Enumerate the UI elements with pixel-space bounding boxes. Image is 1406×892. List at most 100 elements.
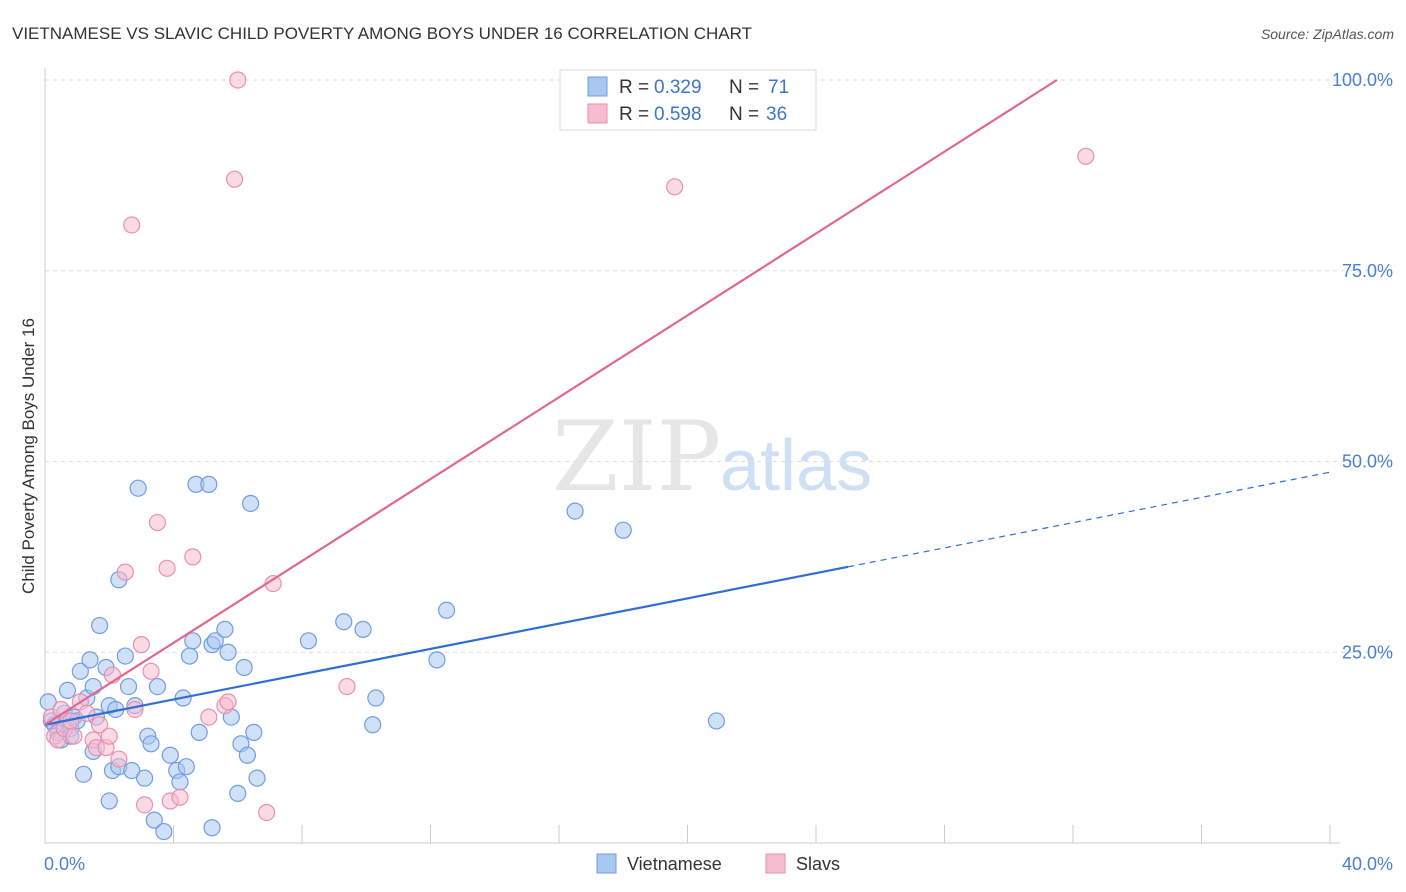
y-tick-label: 75.0% — [1342, 261, 1393, 281]
vietnamese-point — [129, 479, 147, 497]
slavs-point — [666, 178, 684, 196]
vietnamese-n-label: N = — [729, 77, 759, 98]
vietnamese-point — [145, 811, 163, 829]
vietnamese-point — [190, 723, 208, 741]
slavs-point — [258, 803, 276, 822]
x-tick-marks — [44, 825, 1331, 843]
y-tick-label: 100.0% — [1332, 70, 1393, 90]
vietnamese-point — [248, 769, 266, 787]
watermark-atlas: atlas — [720, 426, 872, 506]
slavs-point — [219, 693, 237, 711]
vietnamese-point — [177, 758, 195, 776]
vietnamese-point — [84, 677, 102, 696]
vietnamese-point — [171, 773, 189, 791]
vietnamese-point — [364, 716, 382, 734]
series-legend: Vietnamese Slavs — [596, 853, 840, 874]
vietnamese-point — [437, 601, 456, 619]
slavs-point — [225, 170, 244, 188]
slavs-point — [110, 750, 128, 768]
slavs-point — [184, 548, 202, 566]
slavs-point — [142, 662, 160, 680]
vietnamese-point — [81, 651, 99, 669]
x-tick-label: 40.0% — [1342, 854, 1393, 874]
vietnamese-point — [245, 723, 263, 741]
vietnamese-point — [428, 651, 446, 669]
vietnamese-point — [219, 643, 237, 661]
slavs-point — [200, 708, 218, 726]
vietnamese-n-value: 71 — [768, 77, 789, 98]
vietnamese-point — [116, 647, 134, 665]
vietnamese-point — [184, 632, 202, 650]
vietnamese-point — [203, 819, 221, 837]
vietnamese-r-label: R = — [619, 77, 649, 98]
slavs-n-value: 36 — [766, 104, 787, 125]
vietnamese-point — [71, 662, 89, 680]
vietnamese-point — [148, 677, 167, 696]
grid-layer — [45, 79, 1392, 653]
vietnamese-point — [216, 620, 234, 638]
vietnamese-point — [155, 822, 173, 841]
vietnamese-point — [235, 658, 253, 677]
vietnamese-point — [229, 784, 247, 803]
vietnamese-swatch — [587, 76, 608, 97]
vietnamese-point — [335, 613, 353, 631]
slavs-point — [126, 700, 144, 719]
slavs-point — [171, 788, 189, 806]
points-layer — [39, 71, 1095, 841]
legend-slavs-swatch — [765, 853, 786, 874]
slavs-point — [123, 216, 141, 234]
vietnamese-point — [299, 632, 318, 650]
watermark-zip: ZIP — [552, 401, 721, 513]
vietnamese-trend-line — [44, 565, 849, 726]
vietnamese-r-value: 0.329 — [654, 77, 702, 98]
vietnamese-point — [58, 681, 77, 700]
slavs-trend-line — [44, 79, 1058, 726]
vietnamese-point — [91, 616, 109, 635]
chart-source: Source: ZipAtlas.com — [1261, 26, 1394, 42]
slavs-point — [91, 716, 109, 734]
vietnamese-point — [614, 521, 632, 539]
slavs-point — [135, 796, 154, 814]
vietnamese-point — [242, 494, 260, 513]
vietnamese-point — [200, 475, 218, 493]
watermark: ZIP atlas — [552, 401, 872, 513]
slavs-r-value: 0.598 — [654, 104, 702, 125]
slavs-point — [78, 704, 96, 722]
vietnamese-point — [123, 761, 141, 780]
vietnamese-point — [238, 746, 256, 764]
vietnamese-point — [367, 689, 385, 707]
y-tick-labels: 25.0% 50.0% 75.0% 100.0% — [1332, 70, 1393, 662]
vietnamese-point — [100, 792, 118, 810]
legend-vietnamese-label: Vietnamese — [627, 854, 722, 874]
slavs-point — [229, 71, 247, 89]
x-tick-label: 0.0% — [44, 854, 85, 874]
vietnamese-point — [180, 647, 199, 665]
slavs-point — [158, 559, 176, 577]
stats-legend: R = 0.329 N = 71 R = 0.598 N = 36 — [559, 69, 817, 131]
slavs-point — [1077, 147, 1095, 165]
vietnamese-point — [119, 677, 138, 696]
legend-vietnamese-swatch — [596, 853, 617, 874]
slavs-point — [148, 513, 167, 532]
vietnamese-point — [142, 735, 160, 753]
x-tick-labels: 0.0% 40.0% — [44, 854, 1393, 874]
vietnamese-point — [707, 712, 726, 730]
slavs-point — [65, 727, 83, 745]
slavs-r-label: R = — [619, 104, 649, 125]
y-tick-label: 50.0% — [1342, 452, 1393, 472]
legend-slavs-label: Slavs — [796, 854, 840, 874]
vietnamese-point — [206, 632, 224, 650]
vietnamese-point — [354, 620, 372, 638]
slavs-point — [100, 727, 118, 745]
slavs-point — [132, 636, 150, 654]
y-axis-label: Child Poverty Among Boys Under 16 — [19, 318, 38, 594]
vietnamese-point — [74, 765, 93, 783]
slavs-point — [338, 677, 356, 696]
slavs-swatch — [587, 103, 608, 124]
vietnamese-point — [135, 769, 154, 787]
trend-layer — [44, 79, 1331, 726]
vietnamese-point — [566, 502, 584, 520]
vietnamese-trend-extension — [848, 471, 1331, 568]
y-tick-label: 25.0% — [1342, 642, 1393, 662]
